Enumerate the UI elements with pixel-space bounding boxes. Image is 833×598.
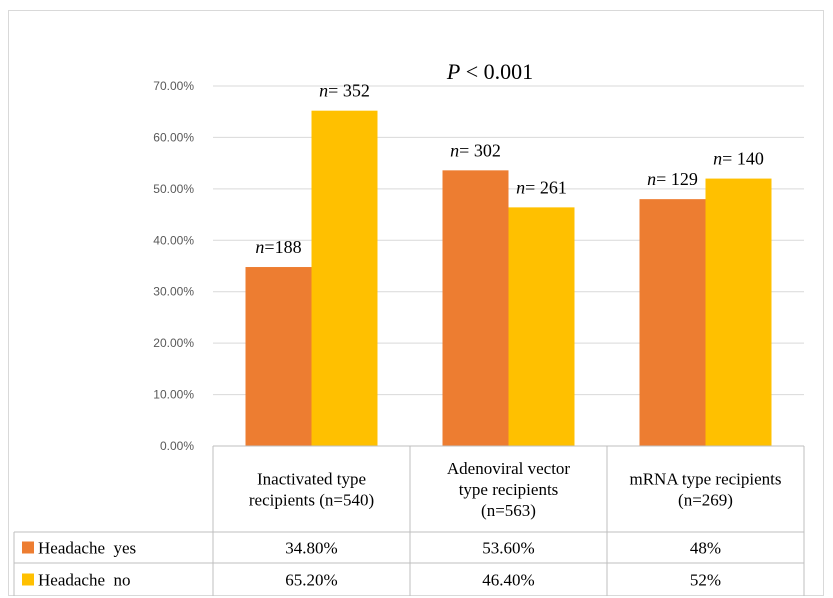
table-value: 48% xyxy=(690,539,721,558)
bar xyxy=(705,178,772,447)
legend-label: Headache no xyxy=(38,571,131,590)
table-value: 46.40% xyxy=(482,571,534,590)
bar-n-label: n=188 xyxy=(255,237,301,257)
table-value: 34.80% xyxy=(285,539,337,558)
category-label: mRNA type recipients (n=269) xyxy=(629,470,781,510)
y-tick-label: 0.00% xyxy=(160,439,194,453)
y-tick-label: 50.00% xyxy=(153,182,194,196)
y-tick-label: 10.00% xyxy=(153,388,194,402)
legend-label: Headache yes xyxy=(38,539,136,558)
bar xyxy=(245,267,312,446)
category-label: Adenoviral vector type recipients (n=563) xyxy=(447,459,571,520)
bar-n-label: n= 352 xyxy=(319,81,370,101)
y-tick-label: 20.00% xyxy=(153,336,194,350)
table-value: 52% xyxy=(690,571,721,590)
bar-n-label: n= 302 xyxy=(450,140,501,160)
bar xyxy=(508,207,575,446)
category-label: Inactivated type recipients (n=540) xyxy=(249,470,374,510)
y-tick-label: 60.00% xyxy=(153,130,194,144)
legend-swatch xyxy=(22,573,34,586)
bar xyxy=(311,110,378,446)
table-value: 53.60% xyxy=(482,539,534,558)
legend-swatch xyxy=(22,541,34,554)
bar-n-label: n= 140 xyxy=(713,149,764,169)
bar-n-label: n= 129 xyxy=(647,169,698,189)
bar xyxy=(442,170,509,447)
y-tick-label: 30.00% xyxy=(153,285,194,299)
bar-n-label: n= 261 xyxy=(516,177,567,197)
p-value-annotation: P < 0.001 xyxy=(446,59,533,84)
y-tick-label: 70.00% xyxy=(153,79,194,93)
bar xyxy=(639,199,706,446)
table-value: 65.20% xyxy=(285,571,337,590)
y-tick-label: 40.00% xyxy=(153,233,194,247)
